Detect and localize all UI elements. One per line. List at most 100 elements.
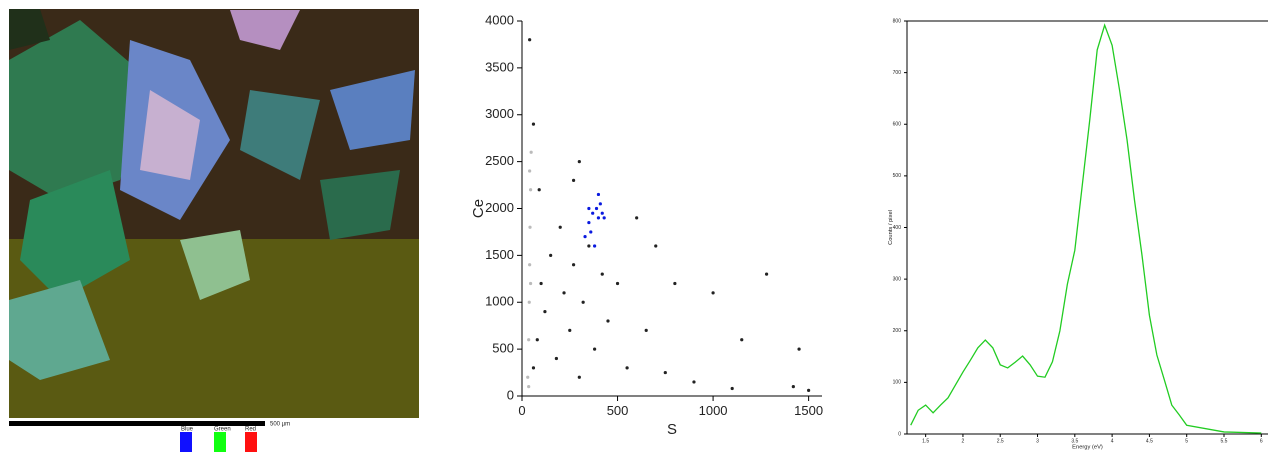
scatter-point (654, 244, 657, 247)
scatter-point (731, 387, 734, 390)
scatter-point (536, 338, 539, 341)
scatter-point (578, 160, 581, 163)
y-tick-label: 500 (893, 173, 902, 179)
scatter-point (559, 226, 562, 229)
scatter-point (587, 207, 590, 210)
y-axis-label: Counts / pixel (888, 210, 894, 245)
y-tick-label: 500 (492, 341, 514, 356)
scatter-point (673, 282, 676, 285)
scatter-point (555, 357, 558, 360)
scatter-point (792, 385, 795, 388)
legend-label: Red (245, 427, 256, 433)
x-tick-label: 3 (1036, 438, 1039, 444)
scatter-point (591, 212, 594, 215)
y-tick-label: 1000 (485, 294, 514, 309)
x-tick-label: 4.5 (1146, 438, 1153, 444)
y-tick-label: 3500 (485, 59, 514, 74)
scatter-point (543, 310, 546, 313)
x-tick-label: 4 (1111, 438, 1114, 444)
legend-label: Blue (181, 427, 194, 433)
scatter-point (599, 202, 602, 205)
x-tick-label: 1.5 (922, 438, 929, 444)
scatter-point (625, 366, 628, 369)
scatter-point (529, 282, 532, 285)
spectrum-line (911, 25, 1262, 433)
y-tick-label: 700 (893, 70, 902, 76)
scatter-point (526, 376, 529, 379)
scatter-point (593, 348, 596, 351)
scatter-point (528, 169, 531, 172)
scatter-point (589, 230, 592, 233)
scatter-point (528, 263, 531, 266)
x-tick-label: 6 (1260, 438, 1263, 444)
map-image: 500 µm Blue Green Red (9, 9, 419, 452)
scatter-point (562, 291, 565, 294)
x-tick-label: 2.5 (997, 438, 1004, 444)
scatter-point (530, 151, 533, 154)
figure: 500 µm Blue Green Red 0 500 1000 1500 0 500 10… (0, 0, 1271, 453)
scatter-point (765, 273, 768, 276)
scatter-point (527, 338, 530, 341)
x-axis-label: Energy (eV) (1072, 445, 1103, 451)
scatter-point (597, 216, 600, 219)
scatter-point (664, 371, 667, 374)
x-tick-label: 1500 (794, 403, 823, 418)
y-tick-label: 2500 (485, 153, 514, 168)
y-tick-label: 300 (893, 276, 902, 282)
scatter-point (603, 216, 606, 219)
x-tick-label: 2 (962, 438, 965, 444)
x-tick-label: 1000 (699, 403, 728, 418)
scatter-point (532, 366, 535, 369)
page: 500 µm Blue Green Red 0 500 1000 1500 0 500 10… (0, 0, 1271, 453)
scatter-point (528, 301, 531, 304)
scatter-point (601, 212, 604, 215)
scatter-point (528, 226, 531, 229)
scatter-point (578, 376, 581, 379)
y-tick-label: 4000 (485, 12, 514, 27)
scatter-point (587, 221, 590, 224)
y-tick-label: 800 (893, 18, 902, 24)
x-tick-label: 5 (1185, 438, 1188, 444)
scatter-point (527, 385, 530, 388)
scatter-point (528, 38, 531, 41)
scatter-point (540, 282, 543, 285)
scatter-point (582, 301, 585, 304)
scatter-point (529, 188, 532, 191)
scatter-point (595, 207, 598, 210)
x-tick-label: 5.5 (1221, 438, 1228, 444)
y-tick-label: 2000 (485, 200, 514, 215)
y-tick-label: 1500 (485, 247, 514, 262)
scatter-point (583, 235, 586, 238)
x-tick-label: 0 (518, 403, 525, 418)
y-tick-label: 0 (507, 387, 514, 402)
scatter-point (606, 319, 609, 322)
scatter-point (711, 291, 714, 294)
scatter-point (616, 282, 619, 285)
scatter-point (532, 123, 535, 126)
y-tick-label: 3000 (485, 106, 514, 121)
scatter-point (597, 193, 600, 196)
scale-bar-label: 500 µm (270, 422, 290, 428)
scatter-point (807, 389, 810, 392)
y-tick-label: 600 (893, 122, 902, 128)
x-axis-label: S (667, 421, 677, 438)
scatter-point (538, 188, 541, 191)
legend-label: Green (214, 427, 231, 433)
scatter-point (601, 273, 604, 276)
scatter-point (740, 338, 743, 341)
y-tick-label: 100 (893, 380, 902, 386)
scatter-point (635, 216, 638, 219)
scatter-point (593, 244, 596, 247)
scatter-point (549, 254, 552, 257)
scatter-point (568, 329, 571, 332)
y-tick-label: 200 (893, 328, 902, 334)
x-tick-label: 500 (607, 403, 629, 418)
scatter-point (572, 179, 575, 182)
scatter-point (692, 380, 695, 383)
y-axis-label: Ce (470, 199, 487, 218)
scatter-point (797, 348, 800, 351)
x-tick-label: 3.5 (1071, 438, 1078, 444)
scatter-point (572, 263, 575, 266)
scatter-point (587, 244, 590, 247)
scatter-point (645, 329, 648, 332)
